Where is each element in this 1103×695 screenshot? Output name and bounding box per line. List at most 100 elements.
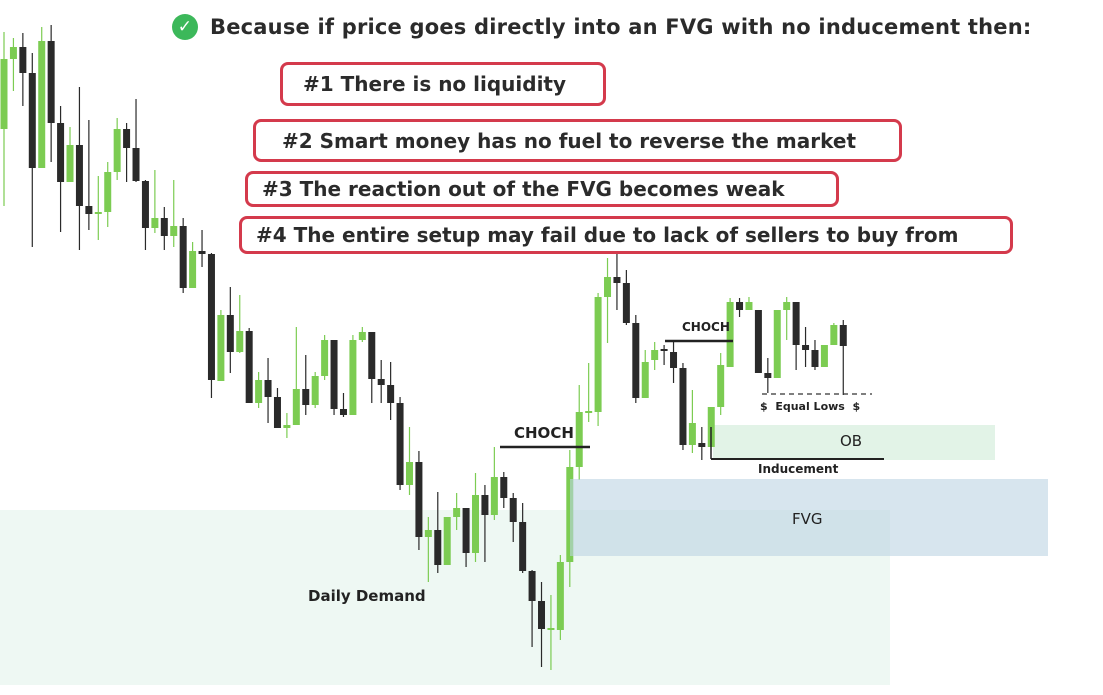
candle-body bbox=[321, 340, 329, 376]
candle-body bbox=[792, 302, 800, 345]
bearish-candle bbox=[811, 340, 819, 370]
inducement-label: Inducement bbox=[758, 462, 839, 476]
bullish-candle bbox=[38, 27, 46, 168]
candle-body bbox=[566, 467, 574, 562]
candle-body bbox=[726, 302, 734, 367]
bearish-candle bbox=[679, 363, 687, 450]
candle-body bbox=[160, 218, 168, 236]
choch-label-1: CHOCH bbox=[514, 424, 574, 442]
bearish-candle bbox=[57, 106, 65, 232]
candle-body bbox=[47, 41, 55, 123]
candle-body bbox=[500, 477, 508, 498]
candle-body bbox=[509, 498, 517, 522]
candles bbox=[0, 25, 847, 670]
bearish-candle bbox=[226, 287, 234, 373]
candle-body bbox=[9, 47, 17, 59]
candle-body bbox=[75, 145, 83, 206]
candle-body bbox=[38, 41, 46, 168]
bearish-candle bbox=[123, 123, 131, 182]
candle-body bbox=[236, 331, 244, 352]
bullish-candle bbox=[405, 427, 413, 495]
bearish-candle bbox=[330, 340, 338, 415]
bearish-candle bbox=[387, 362, 395, 420]
bearish-candle bbox=[698, 427, 706, 460]
bullish-candle bbox=[745, 297, 753, 310]
candle-body bbox=[802, 345, 810, 350]
bullish-candle bbox=[311, 372, 319, 408]
bearish-candle bbox=[660, 345, 668, 365]
candle-body bbox=[311, 376, 319, 405]
candle-body bbox=[405, 462, 413, 485]
bearish-candle bbox=[377, 360, 385, 403]
daily-demand-label: Daily Demand bbox=[308, 587, 426, 605]
bearish-candle bbox=[141, 180, 149, 250]
candle-body bbox=[839, 325, 847, 346]
bullish-candle bbox=[820, 345, 828, 367]
candle-body bbox=[519, 522, 527, 571]
candle-body bbox=[292, 389, 300, 425]
candle-body bbox=[170, 226, 178, 236]
bullish-candle bbox=[556, 555, 564, 640]
bullish-candle bbox=[726, 298, 734, 367]
candle-body bbox=[604, 277, 612, 297]
candle-body bbox=[490, 477, 498, 515]
candle-body bbox=[339, 409, 347, 415]
candle-body bbox=[820, 345, 828, 367]
candle-body bbox=[113, 129, 121, 172]
bullish-candle bbox=[651, 342, 659, 370]
reason-box-2: #2 Smart money has no fuel to reverse th… bbox=[253, 119, 902, 162]
bearish-candle bbox=[85, 120, 93, 230]
candle-body bbox=[556, 562, 564, 630]
reason-box-4: #4 The entire setup may fail due to lack… bbox=[239, 216, 1013, 254]
bullish-candle bbox=[830, 323, 838, 345]
candle-body bbox=[717, 365, 725, 407]
bullish-candle bbox=[236, 295, 244, 353]
bullish-candle bbox=[547, 595, 555, 670]
candle-body bbox=[811, 350, 819, 367]
candle-body bbox=[179, 226, 187, 288]
bearish-candle bbox=[764, 358, 772, 393]
ob-label: OB bbox=[840, 432, 863, 450]
headline: ✓ Because if price goes directly into an… bbox=[172, 14, 1031, 40]
candle-body bbox=[688, 423, 696, 445]
bearish-candle bbox=[670, 342, 678, 383]
bearish-candle bbox=[736, 298, 744, 317]
candle-body bbox=[66, 145, 74, 182]
bullish-candle bbox=[321, 335, 329, 380]
bullish-candle bbox=[170, 180, 178, 247]
bullish-candle bbox=[217, 310, 225, 381]
bearish-candle bbox=[207, 253, 215, 398]
choch-label-2: CHOCH bbox=[682, 320, 730, 334]
candle-body bbox=[594, 297, 602, 412]
candle-body bbox=[698, 443, 706, 447]
candle-body bbox=[641, 362, 649, 398]
bearish-candle bbox=[802, 327, 810, 367]
candle-body bbox=[264, 380, 272, 397]
bearish-candle bbox=[160, 207, 168, 250]
bearish-candle bbox=[632, 315, 640, 403]
candle-body bbox=[273, 397, 281, 428]
candle-body bbox=[575, 412, 583, 467]
bullish-candle bbox=[113, 118, 121, 180]
candle-body bbox=[547, 628, 555, 630]
bearish-candle bbox=[613, 248, 621, 310]
ob-zone bbox=[713, 425, 995, 460]
bearish-candle bbox=[528, 570, 536, 647]
candle-body bbox=[754, 310, 762, 373]
bullish-candle bbox=[575, 385, 583, 480]
check-circle-icon: ✓ bbox=[172, 14, 198, 40]
bullish-candle bbox=[717, 353, 725, 415]
candle-body bbox=[585, 411, 593, 413]
candle-body bbox=[123, 129, 131, 148]
candle-body bbox=[104, 172, 112, 212]
candle-body bbox=[85, 206, 93, 214]
candle-body bbox=[368, 332, 376, 379]
candle-body bbox=[443, 517, 451, 565]
candle-body bbox=[472, 495, 479, 553]
bullish-candle bbox=[189, 242, 197, 288]
headline-text: Because if price goes directly into an F… bbox=[210, 15, 1032, 39]
bearish-candle bbox=[273, 388, 281, 428]
bearish-candle bbox=[462, 508, 470, 567]
candle-body bbox=[358, 332, 366, 340]
